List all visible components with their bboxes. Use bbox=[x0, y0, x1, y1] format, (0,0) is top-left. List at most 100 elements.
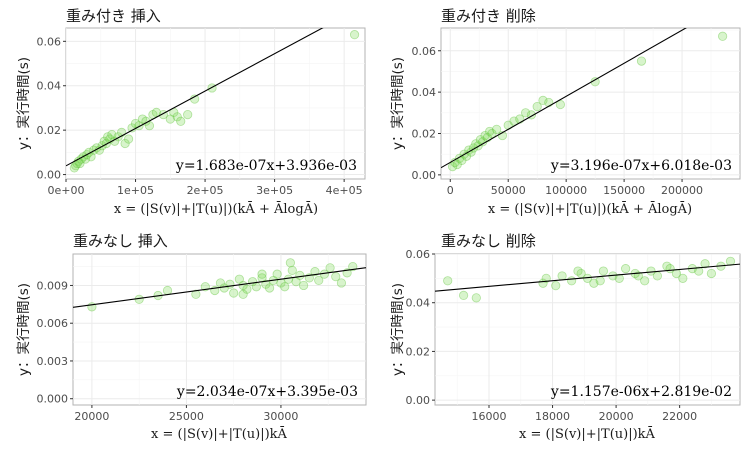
data-point bbox=[283, 274, 294, 284]
data-point bbox=[447, 161, 458, 172]
data-point bbox=[261, 279, 271, 289]
y-tick-label: 0.04 bbox=[412, 86, 437, 99]
panel-title: 重みなし 挿入 bbox=[73, 232, 168, 250]
data-point bbox=[544, 97, 554, 108]
data-point bbox=[678, 273, 688, 283]
x-axis-label: x = (|S(v)|+|T(u)|)(kĀ + ĀlogĀ) bbox=[114, 201, 318, 217]
data-point bbox=[458, 290, 469, 301]
data-point bbox=[191, 289, 201, 299]
y-axis-label: y：実行時間(s) bbox=[16, 283, 32, 376]
data-point bbox=[162, 285, 173, 296]
data-point bbox=[466, 147, 476, 157]
data-point bbox=[538, 95, 548, 105]
data-point bbox=[541, 273, 551, 283]
x-tick-label: 150000 bbox=[603, 184, 645, 197]
scatter-points bbox=[443, 256, 736, 303]
panel-weighted-delete: 重み付き 削除 0 50000 100000 150000 200000 0.00 0.02… bbox=[390, 7, 741, 217]
y-axis-label: y：実行時間(s) bbox=[16, 57, 32, 150]
data-point bbox=[285, 258, 295, 268]
y-tick-label: 0.00 bbox=[37, 169, 62, 182]
data-point bbox=[485, 126, 495, 137]
data-point bbox=[532, 102, 542, 112]
y-tick-label: 0.06 bbox=[406, 248, 431, 261]
regression-equation: y=2.034e-07x+3.395e-03 bbox=[176, 384, 358, 400]
data-point bbox=[325, 263, 335, 273]
x-tick-label: 1e+05 bbox=[117, 184, 154, 197]
data-point bbox=[665, 264, 675, 274]
data-point bbox=[492, 124, 502, 134]
y-tick-label: 0.06 bbox=[37, 35, 62, 48]
x-tick-label: 30000 bbox=[263, 410, 298, 423]
data-point bbox=[614, 273, 624, 283]
data-point bbox=[636, 56, 647, 66]
data-point bbox=[551, 281, 561, 291]
y-tick-label: 0.00 bbox=[412, 169, 437, 182]
data-point bbox=[314, 275, 324, 286]
data-point bbox=[225, 279, 235, 289]
data-point bbox=[242, 284, 252, 294]
regression-line bbox=[441, 28, 688, 169]
data-point bbox=[295, 270, 305, 280]
data-point bbox=[621, 264, 631, 274]
data-point bbox=[640, 276, 650, 286]
data-point bbox=[103, 132, 113, 142]
x-tick-label: 20000 bbox=[74, 410, 109, 423]
x-axis-label: x = (|S(v)|+|T(u)|)kĀ bbox=[151, 426, 288, 442]
data-point bbox=[331, 272, 341, 282]
regression-line bbox=[435, 263, 740, 292]
x-axis-label: x = (|S(v)|+|T(u)|)kĀ bbox=[519, 426, 656, 442]
x-tick-label: 200000 bbox=[661, 184, 703, 197]
data-point bbox=[172, 112, 182, 122]
data-point bbox=[69, 163, 79, 173]
plot-area bbox=[65, 27, 366, 180]
x-tick-label: 3e+05 bbox=[256, 184, 293, 197]
plot-area bbox=[434, 253, 741, 406]
data-point bbox=[694, 266, 704, 276]
regression-equation: y=1.683e-07x+3.936e-03 bbox=[175, 158, 357, 174]
data-point bbox=[706, 268, 717, 279]
data-point bbox=[107, 129, 117, 140]
data-point bbox=[75, 158, 85, 169]
data-point bbox=[452, 159, 462, 170]
panel-unweighted-delete: 重みなし 削除 16000 18000 20000 22000 0.00 0.02 0.04… bbox=[390, 232, 741, 442]
y-tick-label: 0.00 bbox=[406, 394, 431, 407]
data-point bbox=[238, 280, 248, 291]
x-tick-label: 2e+05 bbox=[187, 184, 224, 197]
data-point bbox=[151, 107, 161, 117]
y-tick-label: 0.000 bbox=[37, 393, 69, 406]
data-point bbox=[646, 266, 656, 276]
scatter-points bbox=[69, 30, 360, 173]
data-point bbox=[557, 271, 567, 281]
y-tick-label: 0.06 bbox=[412, 45, 437, 58]
data-point bbox=[573, 266, 583, 276]
data-point bbox=[443, 276, 453, 286]
data-point bbox=[509, 116, 519, 126]
x-tick-label: 22000 bbox=[662, 410, 697, 423]
data-point bbox=[589, 278, 599, 288]
gridlines bbox=[441, 28, 740, 179]
data-point bbox=[130, 118, 141, 129]
data-point bbox=[137, 114, 148, 124]
data-point bbox=[480, 130, 490, 141]
y-axis-label: y：実行時間(s) bbox=[390, 283, 406, 376]
y-tick-label: 0.02 bbox=[406, 345, 431, 358]
data-point bbox=[272, 269, 282, 279]
data-point bbox=[257, 269, 267, 279]
data-point bbox=[238, 289, 248, 299]
plot-area bbox=[440, 27, 741, 180]
x-tick-label: 100000 bbox=[545, 184, 587, 197]
data-point bbox=[165, 114, 175, 124]
y-tick-label: 0.04 bbox=[406, 297, 431, 310]
panel-title: 重み付き 挿入 bbox=[66, 7, 161, 25]
data-point bbox=[652, 271, 662, 281]
data-point bbox=[234, 274, 244, 284]
data-point bbox=[718, 31, 728, 41]
y-tick-label: 0.009 bbox=[37, 279, 69, 292]
y-tick-label: 0.006 bbox=[37, 317, 69, 330]
regression-equation: y=3.196e-07x+6.018e-03 bbox=[550, 158, 732, 174]
data-point bbox=[120, 138, 130, 149]
data-point bbox=[287, 265, 297, 275]
regression-line bbox=[66, 28, 324, 167]
y-axis-label: y：実行時間(s) bbox=[390, 57, 406, 150]
